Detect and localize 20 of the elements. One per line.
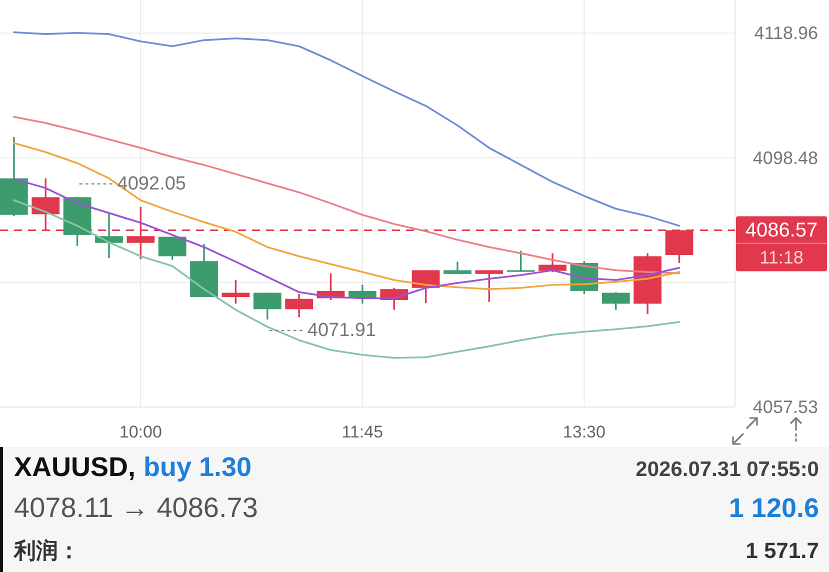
y-tick-label: 4118.96 bbox=[754, 23, 818, 44]
text: XAUUSD, bbox=[14, 452, 136, 482]
line-series bbox=[13, 31, 680, 227]
y-tick-label: 4057.53 bbox=[752, 397, 818, 417]
x-tick-label: 11:45 bbox=[342, 422, 384, 442]
text: 2026.07.31 07:55:0 bbox=[636, 458, 819, 481]
x-tick-label: 10:00 bbox=[119, 422, 162, 442]
text: 4078.11 → 4086.73 bbox=[14, 492, 258, 523]
text: 1 571.7 bbox=[746, 538, 819, 563]
annotation: 4092.05 bbox=[117, 173, 186, 194]
text: 1 120.6 bbox=[728, 493, 819, 523]
y-tick-label: 4098.48 bbox=[752, 148, 818, 168]
line-series bbox=[13, 116, 680, 274]
x-tick-label: 13:30 bbox=[562, 422, 606, 442]
ref-label: 4086.57 11:18 bbox=[736, 216, 828, 272]
text: 利润： bbox=[13, 538, 80, 563]
text: buy 1.30 bbox=[144, 452, 252, 482]
line-series bbox=[13, 142, 680, 290]
ref-line-label: 4086.57 11:18 bbox=[745, 220, 818, 268]
annotation: 4071.91 bbox=[307, 320, 376, 341]
